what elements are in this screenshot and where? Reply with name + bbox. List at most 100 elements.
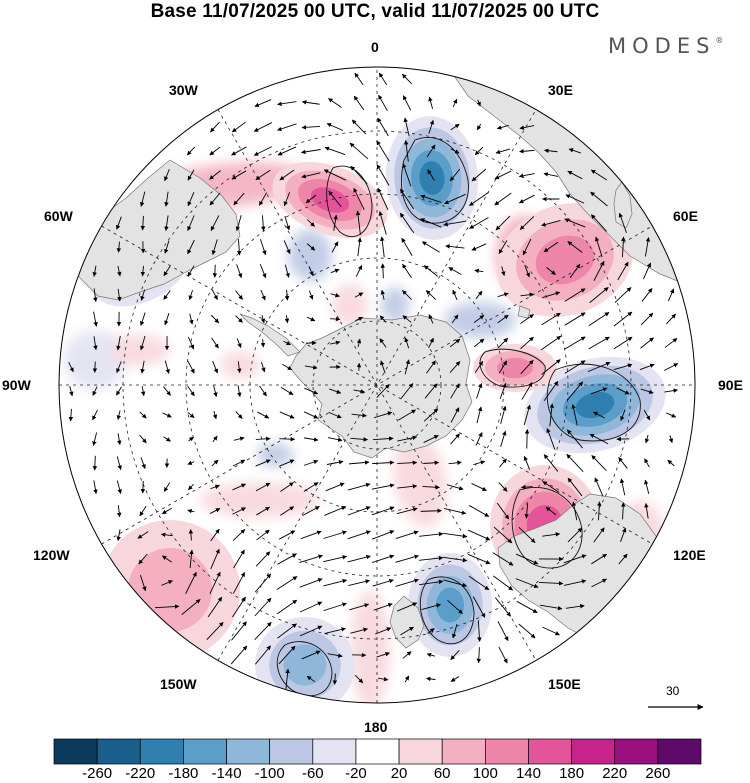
wind-vector bbox=[163, 386, 171, 396]
wind-vector bbox=[235, 290, 243, 300]
wind-vector bbox=[494, 192, 512, 206]
wind-vector bbox=[518, 623, 536, 639]
wind-vector bbox=[328, 411, 342, 419]
colorbar-swatch bbox=[571, 738, 616, 765]
wind-vector bbox=[139, 335, 146, 351]
wind-vector bbox=[476, 406, 483, 424]
wind-vector bbox=[232, 572, 246, 594]
wind-vector bbox=[620, 409, 626, 421]
wind-vector bbox=[378, 94, 388, 112]
wind-vector bbox=[332, 673, 338, 685]
anomaly-patch bbox=[381, 287, 409, 323]
wind-vector bbox=[301, 149, 321, 155]
wind-vector bbox=[92, 265, 97, 277]
colorbar bbox=[53, 738, 702, 765]
wind-vector bbox=[447, 599, 463, 615]
wind-vector bbox=[232, 529, 246, 541]
wind-vector bbox=[210, 484, 220, 490]
wind-vector bbox=[597, 501, 602, 521]
wind-vector bbox=[209, 192, 221, 206]
wind-vector bbox=[279, 459, 295, 467]
wind-vector bbox=[444, 507, 467, 515]
wind-vector bbox=[302, 506, 320, 516]
wind-vector bbox=[186, 146, 196, 156]
wind-vector bbox=[395, 578, 419, 587]
wind-vector bbox=[325, 482, 345, 492]
wind-vector bbox=[397, 602, 418, 612]
wind-vector bbox=[520, 359, 534, 375]
wind-vector bbox=[284, 264, 290, 278]
wind-vector bbox=[188, 290, 193, 301]
wind-vector bbox=[419, 531, 444, 537]
wind-vector bbox=[349, 142, 369, 160]
wind-vector bbox=[206, 621, 224, 641]
wind-vector bbox=[210, 314, 220, 324]
wind-vector bbox=[518, 194, 535, 204]
wind-vector bbox=[69, 385, 74, 397]
wind-vector bbox=[422, 485, 440, 490]
wind-vector bbox=[523, 404, 531, 426]
wind-vector bbox=[519, 216, 535, 230]
lon-label-150w: 150W bbox=[160, 676, 197, 692]
wind-vector bbox=[640, 337, 654, 349]
wind-vector bbox=[664, 338, 678, 348]
wind-vector bbox=[444, 193, 466, 205]
wind-vector bbox=[92, 386, 98, 396]
wind-vector bbox=[355, 265, 363, 277]
wind-vector bbox=[428, 119, 435, 134]
meridian-line bbox=[217, 109, 537, 661]
wind-vector bbox=[568, 148, 582, 154]
wind-vector bbox=[235, 215, 242, 232]
lon-label-150e: 150E bbox=[548, 676, 581, 692]
wind-vector bbox=[211, 337, 219, 349]
wind-vector bbox=[591, 214, 607, 232]
wind-vector bbox=[187, 508, 195, 514]
wind-vector bbox=[471, 168, 487, 182]
wind-vector bbox=[306, 316, 316, 322]
anomaly-patch bbox=[444, 302, 516, 338]
wind-vector bbox=[421, 241, 440, 253]
wind-vector bbox=[402, 651, 412, 659]
wind-vector bbox=[423, 435, 439, 443]
wind-vector bbox=[277, 101, 297, 107]
wind-vector bbox=[620, 527, 627, 542]
wind-vector bbox=[161, 580, 173, 586]
wind-vector bbox=[380, 289, 385, 300]
wind-vector bbox=[448, 460, 462, 465]
wind-vector bbox=[276, 576, 298, 590]
wind-vector bbox=[520, 292, 534, 297]
wind-vector bbox=[477, 620, 482, 642]
wind-vector bbox=[236, 361, 242, 374]
wind-vector bbox=[541, 312, 561, 326]
wind-vector bbox=[571, 501, 578, 521]
brand-text: MODES bbox=[608, 34, 716, 58]
wind-vector bbox=[164, 215, 169, 231]
wind-vector bbox=[566, 381, 584, 401]
wind-vector bbox=[474, 146, 484, 156]
wind-vector bbox=[423, 265, 439, 277]
wind-vector bbox=[323, 555, 348, 563]
wind-vector bbox=[163, 436, 171, 442]
wind-vector bbox=[428, 96, 434, 110]
wind-vector bbox=[347, 506, 371, 516]
wind-vector bbox=[567, 170, 583, 180]
wind-vector bbox=[324, 146, 346, 155]
wind-vector bbox=[92, 409, 98, 421]
wind-vector bbox=[644, 458, 650, 468]
wind-vector bbox=[299, 578, 323, 588]
wind-vector bbox=[515, 578, 539, 588]
wind-vector bbox=[260, 289, 266, 301]
wind-vector bbox=[450, 123, 460, 131]
wind-vector bbox=[93, 311, 98, 327]
wind-vector bbox=[304, 387, 319, 395]
wind-vector bbox=[443, 220, 467, 227]
wind-vector bbox=[231, 121, 247, 133]
wind-vector bbox=[280, 482, 294, 492]
wind-vector bbox=[188, 483, 194, 491]
wind-vector bbox=[255, 436, 271, 442]
wind-vector bbox=[377, 187, 389, 211]
wind-vector bbox=[138, 553, 148, 565]
wind-vector bbox=[399, 212, 415, 234]
wind-vector bbox=[404, 359, 411, 375]
wind-vector bbox=[590, 191, 608, 207]
